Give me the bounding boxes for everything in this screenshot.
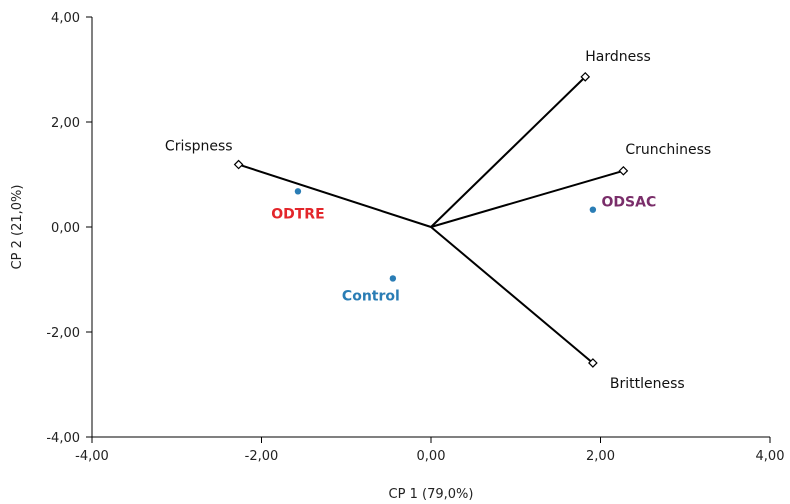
point-label: ODSAC	[602, 195, 657, 211]
variable-label: Crispness	[165, 139, 233, 155]
vector-end-marker	[618, 165, 629, 176]
y-tick-label: 4,00	[51, 11, 80, 26]
vector-crispness	[238, 163, 432, 228]
vector-end-marker	[580, 72, 591, 82]
x-tick-label: 4,00	[756, 449, 785, 464]
vector-hardness	[430, 76, 586, 228]
vector-end-marker	[233, 159, 244, 170]
y-tick-label: -2,00	[46, 326, 80, 341]
vector-crunchiness	[430, 169, 624, 228]
y-tick-label: -4,00	[46, 431, 80, 446]
point-label: ODTRE	[271, 206, 324, 222]
vector-brittleness	[430, 226, 594, 364]
variable-vectors: Crispness Hardness Crunchiness Brittleness	[165, 49, 711, 392]
observation-points: ODTRE Control ODSAC	[271, 188, 656, 304]
axes: -4,00 -4,00 -2,00 -2,00 0,00 0,00 2,00 2,00 4,00…	[10, 11, 784, 502]
x-axis-title: CP 1 (79,0%)	[389, 487, 474, 502]
y-axis-title: CP 2 (21,0%)	[10, 185, 25, 270]
point-odtre	[294, 188, 302, 195]
y-tick-label: 2,00	[51, 116, 80, 131]
x-tick-label: -2,00	[245, 449, 279, 464]
variable-label: Crunchiness	[625, 142, 711, 158]
variable-label: Hardness	[585, 49, 651, 65]
x-tick-label: 2,00	[586, 449, 615, 464]
x-tick-label: 0,00	[417, 449, 446, 464]
variable-label: Brittleness	[610, 376, 685, 392]
x-tick-label: -4,00	[75, 449, 109, 464]
point-control	[389, 275, 397, 282]
point-label: Control	[342, 288, 400, 304]
y-tick-label: 0,00	[51, 221, 80, 236]
vector-end-marker	[588, 358, 598, 368]
point-odsac	[589, 206, 597, 213]
